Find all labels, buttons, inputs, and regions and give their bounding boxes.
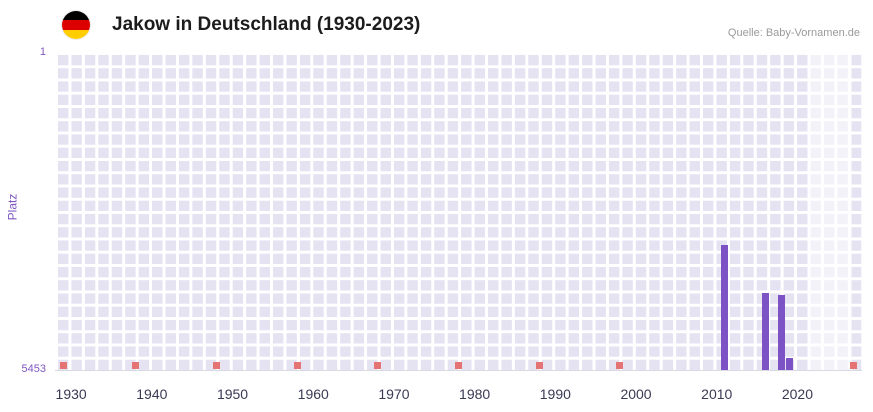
x-tick-label: 1950 — [216, 386, 249, 402]
x-tick-label: 1940 — [136, 386, 168, 402]
unranked-marker[interactable] — [59, 362, 67, 369]
x-tick-label: 2020 — [781, 386, 814, 402]
unranked-marker[interactable] — [850, 362, 858, 369]
x-tick-label: 2010 — [701, 386, 733, 402]
x-tick-label: 2000 — [620, 386, 652, 402]
y-tick-top: 1 — [39, 46, 46, 58]
unranked-marker[interactable] — [293, 362, 301, 369]
x-tick-label: 1980 — [459, 386, 491, 402]
x-tick-label: 1960 — [297, 386, 329, 402]
unranked-marker[interactable] — [374, 362, 382, 369]
flag-stripe-red — [62, 20, 90, 30]
flag-stripe-black — [62, 11, 90, 21]
unranked-marker[interactable] — [455, 362, 462, 369]
unranked-marker[interactable] — [132, 362, 140, 369]
y-axis-title: Platz — [5, 193, 20, 221]
unranked-marker[interactable] — [535, 362, 543, 369]
unranked-marker[interactable] — [212, 362, 220, 369]
plot-area — [55, 52, 862, 371]
x-tick-label: 1990 — [539, 386, 571, 402]
rank-bar-2018[interactable] — [777, 295, 785, 370]
rank-bar-2019[interactable] — [785, 358, 793, 370]
x-tick-label: 1930 — [55, 386, 87, 402]
unranked-marker[interactable] — [616, 362, 624, 369]
flag-stripe-gold — [62, 29, 90, 39]
x-tick-label: 1970 — [378, 386, 410, 402]
highlight-band — [809, 52, 853, 370]
source-label: Quelle: Baby-Vornamen.de — [727, 27, 860, 39]
german-flag-icon — [62, 11, 90, 39]
x-axis: 1930 1940 1950 1960 1970 1980 1990 2000 2010 2020 — [55, 386, 862, 406]
rank-bar-2016[interactable] — [761, 293, 769, 370]
chart-title: Jakow in Deutschland (1930-2023) — [112, 14, 421, 35]
y-tick-bottom: 5453 — [21, 363, 46, 375]
rank-bar-2011[interactable] — [721, 245, 729, 370]
